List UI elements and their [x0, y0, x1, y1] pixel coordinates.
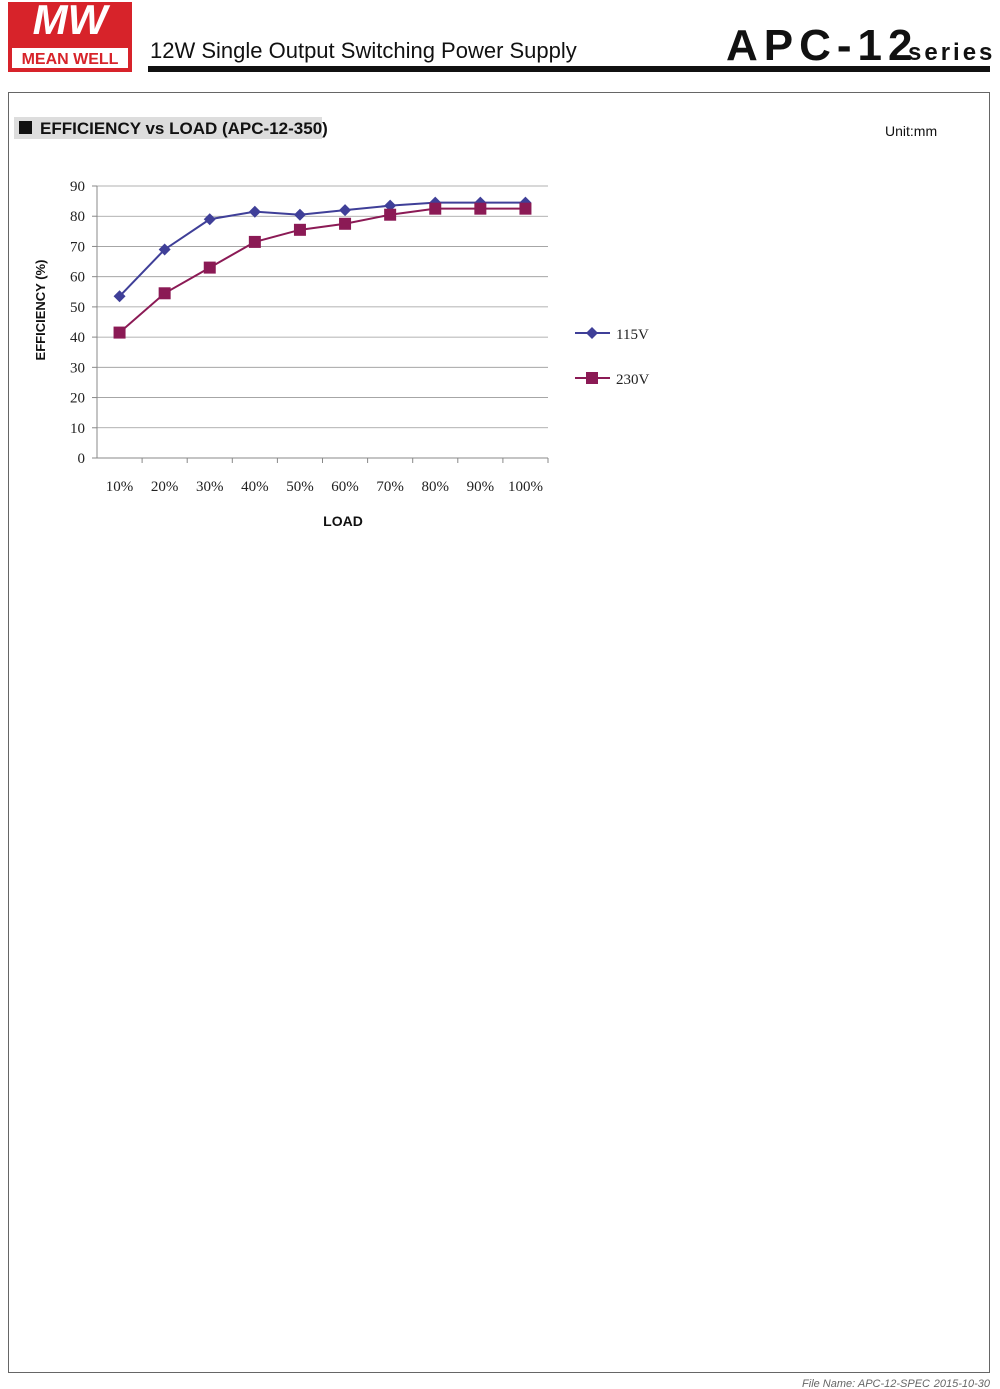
y-axis-title: EFFICIENCY (%): [33, 260, 48, 361]
marker: [113, 290, 126, 303]
y-tick-label: 10: [70, 421, 85, 437]
marker: [474, 202, 487, 215]
file-date: 2015-10-30: [933, 1378, 991, 1389]
marker: [203, 261, 216, 274]
x-tick-label: 60%: [331, 479, 359, 495]
x-tick-label: 50%: [286, 479, 314, 495]
x-tick-label: 80%: [422, 479, 450, 495]
marker: [113, 326, 126, 339]
x-tick-label: 90%: [467, 479, 495, 495]
marker: [248, 205, 261, 218]
marker: [293, 208, 306, 221]
header-rule: [148, 66, 990, 72]
x-tick-label: 40%: [241, 479, 269, 495]
series-word: series: [908, 39, 995, 66]
y-tick-label: 0: [78, 451, 86, 467]
legend-marker: [586, 372, 598, 384]
x-axis-title: LOAD: [323, 513, 363, 529]
y-tick-label: 90: [70, 179, 85, 195]
model: APC-12: [726, 21, 919, 70]
y-tick-label: 50: [70, 300, 85, 316]
marker: [339, 204, 352, 217]
doc-title: 12W Single Output Switching Power Supply: [150, 38, 577, 63]
file-name: File Name: APC-12-SPEC: [802, 1378, 930, 1389]
logo-mark: MW: [33, 0, 111, 43]
y-tick-label: 80: [70, 209, 85, 225]
marker: [203, 213, 216, 226]
legend-marker: [586, 327, 598, 339]
legend-label: 230V: [616, 372, 650, 388]
y-tick-label: 40: [70, 330, 85, 346]
logo-band: [12, 48, 128, 68]
x-tick-label: 30%: [196, 479, 224, 495]
frame: [8, 92, 990, 1373]
series-line: [118, 207, 526, 334]
brand: MEAN WELL: [22, 51, 119, 68]
marker: [384, 199, 397, 212]
y-tick-label: 30: [70, 360, 85, 376]
marker: [293, 223, 306, 236]
marker: [429, 202, 442, 215]
section-bullet: [19, 121, 32, 134]
x-tick-label: 10%: [106, 479, 134, 495]
y-tick-label: 70: [70, 239, 85, 255]
series-line: [118, 201, 526, 298]
section-title: EFFICIENCY vs LOAD (APC-12-350): [40, 119, 328, 138]
x-tick-label: 100%: [508, 479, 543, 495]
y-tick-label: 20: [70, 391, 85, 407]
x-tick-label: 20%: [151, 479, 179, 495]
marker: [158, 287, 171, 300]
marker: [384, 208, 397, 221]
marker: [158, 243, 171, 256]
x-tick-label: 70%: [376, 479, 404, 495]
marker: [519, 202, 532, 215]
marker: [248, 235, 261, 248]
marker: [339, 217, 352, 230]
y-tick-label: 60: [70, 270, 85, 286]
section-bg: [14, 117, 322, 139]
unit: Unit:mm: [885, 123, 937, 139]
legend-label: 115V: [616, 327, 649, 343]
